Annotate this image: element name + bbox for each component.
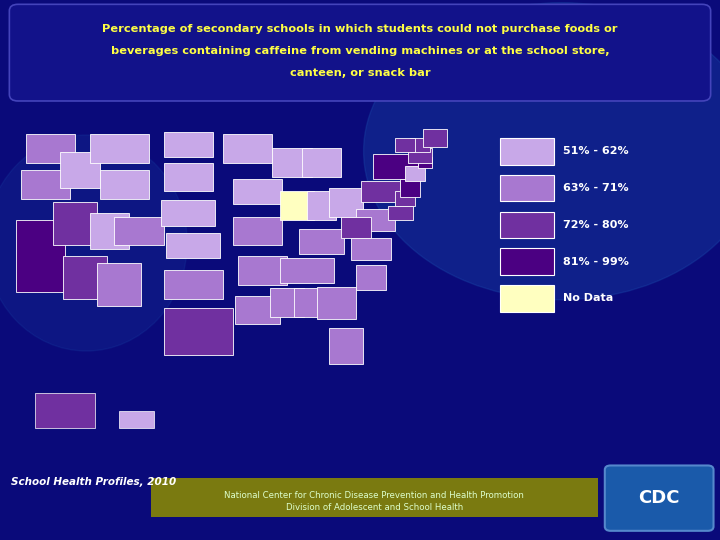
- Bar: [395, 192, 415, 206]
- Bar: [329, 188, 364, 217]
- Bar: [161, 200, 215, 226]
- Bar: [388, 206, 413, 220]
- Bar: [500, 175, 554, 201]
- Text: CDC: CDC: [638, 489, 680, 508]
- Bar: [400, 179, 420, 197]
- Text: Percentage of secondary schools in which students could not purchase foods or: Percentage of secondary schools in which…: [102, 24, 618, 33]
- Bar: [361, 181, 400, 202]
- Bar: [235, 295, 279, 325]
- FancyBboxPatch shape: [9, 4, 711, 101]
- Text: 63% - 71%: 63% - 71%: [563, 183, 629, 193]
- Bar: [294, 288, 329, 317]
- Bar: [329, 328, 364, 364]
- Bar: [60, 152, 99, 188]
- Ellipse shape: [364, 3, 720, 300]
- Bar: [16, 220, 65, 292]
- Bar: [238, 256, 287, 285]
- Bar: [500, 138, 554, 165]
- Bar: [356, 265, 386, 290]
- Bar: [300, 229, 343, 254]
- Bar: [405, 166, 425, 181]
- Bar: [272, 148, 312, 177]
- Bar: [410, 138, 430, 152]
- Bar: [408, 148, 433, 163]
- Bar: [307, 192, 336, 220]
- Bar: [270, 288, 305, 317]
- Bar: [500, 212, 554, 238]
- Bar: [53, 202, 97, 245]
- Text: 72% - 80%: 72% - 80%: [563, 220, 629, 230]
- Ellipse shape: [0, 135, 187, 351]
- Bar: [90, 213, 129, 249]
- Bar: [395, 138, 415, 152]
- Bar: [97, 264, 142, 306]
- Bar: [279, 192, 314, 220]
- Bar: [26, 134, 75, 163]
- Bar: [223, 134, 272, 163]
- Text: No Data: No Data: [563, 293, 613, 303]
- Bar: [423, 129, 447, 146]
- Bar: [163, 271, 223, 299]
- Bar: [151, 478, 598, 517]
- Bar: [279, 258, 334, 283]
- Text: Division of Adolescent and School Health: Division of Adolescent and School Health: [286, 503, 463, 512]
- Text: National Center for Chronic Disease Prevention and Health Promotion: National Center for Chronic Disease Prev…: [225, 491, 524, 500]
- Text: School Health Profiles, 2010: School Health Profiles, 2010: [11, 477, 176, 487]
- Bar: [99, 170, 149, 199]
- Bar: [163, 132, 213, 157]
- Bar: [500, 285, 554, 312]
- Bar: [356, 210, 395, 231]
- Bar: [233, 217, 282, 245]
- FancyBboxPatch shape: [605, 465, 714, 531]
- Bar: [21, 170, 70, 199]
- Bar: [418, 157, 433, 168]
- Bar: [35, 393, 94, 429]
- Bar: [233, 179, 282, 204]
- Bar: [166, 233, 220, 258]
- Bar: [163, 163, 213, 192]
- Text: 81% - 99%: 81% - 99%: [563, 256, 629, 267]
- Bar: [302, 148, 341, 177]
- Bar: [500, 248, 554, 275]
- Bar: [163, 308, 233, 355]
- Bar: [317, 287, 356, 319]
- Bar: [120, 410, 154, 429]
- Text: beverages containing caffeine from vending machines or at the school store,: beverages containing caffeine from vendi…: [111, 46, 609, 56]
- Bar: [90, 134, 149, 163]
- Text: canteen, or snack bar: canteen, or snack bar: [289, 68, 431, 78]
- Text: 51% - 62%: 51% - 62%: [563, 146, 629, 157]
- Bar: [341, 217, 371, 238]
- Bar: [373, 154, 418, 179]
- Bar: [351, 238, 390, 260]
- Bar: [114, 217, 163, 245]
- Bar: [63, 256, 107, 299]
